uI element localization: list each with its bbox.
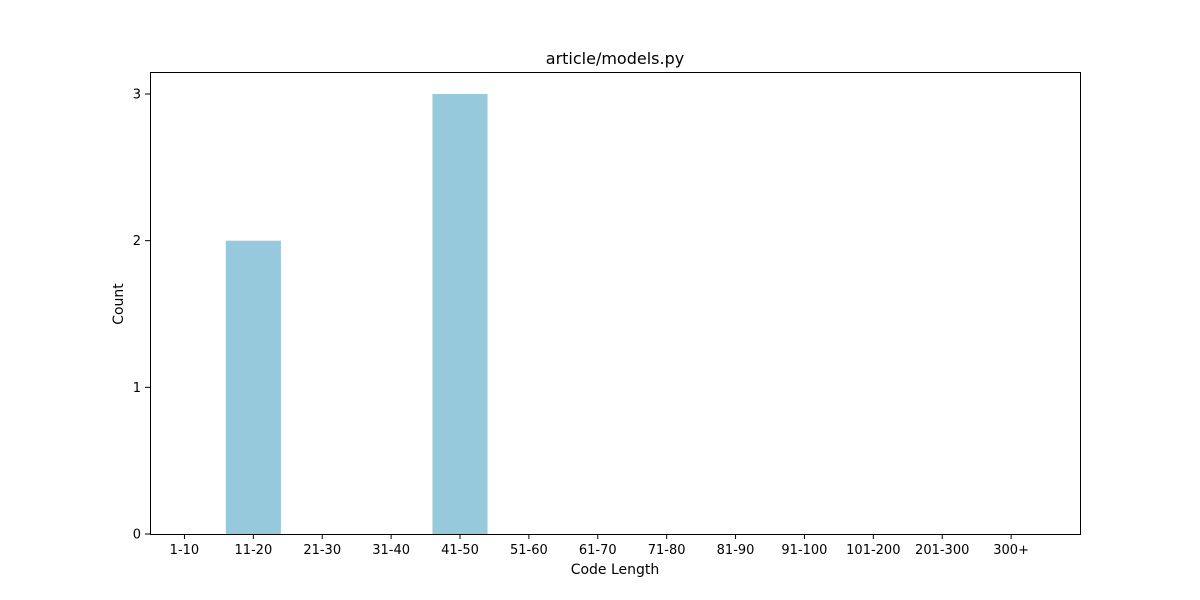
plot-frame (150, 72, 1081, 535)
x-tick-label-21-30: 21-30 (303, 543, 341, 558)
x-axis: 1-10 11-20 21-30 31-40 41-50 51-60 61-70 71-80 8… (170, 534, 1029, 558)
x-tick-label-71-80: 71-80 (648, 543, 686, 558)
y-tick-label-2: 2 (133, 234, 141, 249)
x-tick-label-91-100: 91-100 (781, 543, 827, 558)
y-tick-label-1: 1 (133, 381, 141, 396)
x-tick-label-300+: 300+ (993, 543, 1029, 558)
y-tick-label-0: 0 (133, 528, 141, 543)
x-tick-label-51-60: 51-60 (510, 543, 548, 558)
x-tick-label-101-200: 101-200 (846, 543, 900, 558)
y-tick-label-3: 3 (133, 88, 141, 103)
bars-group (225, 94, 488, 534)
x-tick-label-31-40: 31-40 (372, 543, 410, 558)
x-tick-label-1-10: 1-10 (170, 543, 200, 558)
y-axis: 0 1 2 3 (133, 88, 150, 543)
y-axis-label: Count (111, 283, 127, 325)
x-tick-label-11-20: 11-20 (234, 543, 272, 558)
bar-41-50 (432, 94, 488, 534)
x-axis-label: Code Length (571, 562, 660, 578)
x-tick-label-61-70: 61-70 (579, 543, 617, 558)
x-tick-label-81-90: 81-90 (717, 543, 755, 558)
x-tick-label-41-50: 41-50 (441, 543, 479, 558)
chart-title: article/models.py (546, 49, 684, 68)
x-tick-label-201-300: 201-300 (915, 543, 969, 558)
bar-11-20 (225, 240, 281, 534)
